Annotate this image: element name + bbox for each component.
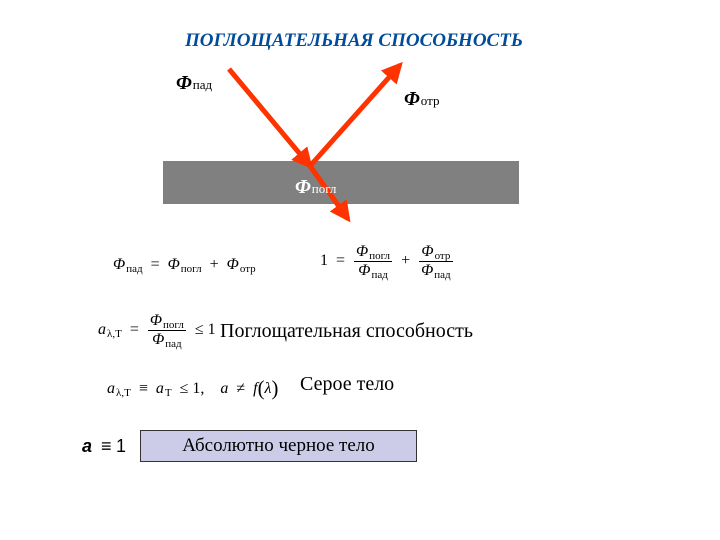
formula-grey-body: aλ,T ≡ aT ≤ 1, a ≠ f(λ)	[107, 375, 278, 399]
sym: Φ	[152, 331, 164, 348]
sym: +	[210, 256, 219, 273]
phi-sub: отр	[421, 93, 440, 108]
sym: (	[258, 377, 265, 400]
sub: пад	[371, 269, 387, 281]
sub: пад	[126, 263, 142, 275]
caption-black-body-text: Абсолютно черное тело	[182, 435, 375, 457]
sym: =	[151, 256, 160, 273]
label-reflected: Φотр	[404, 88, 439, 111]
sym: Φ	[421, 262, 433, 279]
sub: погл	[163, 319, 184, 331]
sym: Φ	[227, 256, 239, 273]
fraction: Φпогл Φпад	[354, 243, 392, 280]
fraction: Φпогл Φпад	[148, 312, 186, 349]
sub: погл	[369, 250, 390, 262]
sym: ≤	[195, 321, 204, 338]
sym: Φ	[358, 262, 370, 279]
sub: отр	[240, 263, 256, 275]
sym: Φ	[356, 243, 368, 260]
phi-symbol: Φ	[295, 176, 311, 198]
fraction: Φотр Φпад	[419, 243, 453, 280]
incident-arrow	[229, 69, 310, 166]
sub: пад	[434, 269, 450, 281]
label-incident: Φпад	[176, 72, 212, 95]
sym: a	[156, 380, 164, 397]
sub: погл	[181, 263, 202, 275]
sub: отр	[435, 250, 451, 262]
sub: λ,T	[116, 387, 131, 399]
sym: =	[130, 321, 139, 338]
sym: a	[82, 436, 92, 456]
reflected-arrow	[310, 65, 400, 166]
sym: Φ	[168, 256, 180, 273]
label-absorbed: Φпогл	[295, 176, 336, 199]
sym: =	[336, 252, 345, 269]
sym: )	[271, 377, 278, 400]
sym: 1,	[192, 380, 204, 397]
caption-black-body-box: Абсолютно черное тело	[140, 430, 417, 462]
sym: ≤	[180, 380, 189, 397]
phi-sub: пад	[193, 77, 212, 92]
slide-stage: ПОГЛОЩАТЕЛЬНАЯ СПОСОБНОСТЬ Φпад Φотр Φпо…	[0, 0, 720, 540]
formula-frac-balance: 1 = Φпогл Φпад + Φотр Φпад	[320, 243, 454, 280]
sym: +	[401, 252, 410, 269]
sym: Φ	[113, 256, 125, 273]
sym: ≡	[139, 380, 148, 397]
formula-black-body: a ≡ 1	[82, 436, 126, 457]
formula-absorptivity: aλ,T = Φпогл Φпад ≤ 1	[98, 312, 216, 349]
sym: Φ	[150, 312, 162, 329]
sym: 1	[116, 436, 126, 456]
sym: a	[98, 321, 106, 338]
sym: f	[253, 380, 257, 397]
sub: пад	[165, 338, 181, 350]
phi-sub: погл	[312, 181, 337, 196]
sub: T	[165, 387, 172, 399]
sym: ≠	[236, 380, 245, 397]
sym: ≡	[101, 436, 112, 456]
sub: λ,T	[107, 328, 122, 340]
sym: Φ	[421, 243, 433, 260]
phi-symbol: Φ	[404, 88, 420, 110]
sym: 1	[208, 321, 216, 338]
sym: a	[220, 380, 228, 397]
formula-balance: Φпад = Φпогл + Φотр	[113, 256, 256, 274]
phi-symbol: Φ	[176, 72, 192, 94]
sym: a	[107, 380, 115, 397]
caption-absorptivity: Поглощательная способность	[220, 320, 473, 343]
caption-grey-body: Серое тело	[300, 373, 394, 396]
sym: 1	[320, 252, 328, 269]
